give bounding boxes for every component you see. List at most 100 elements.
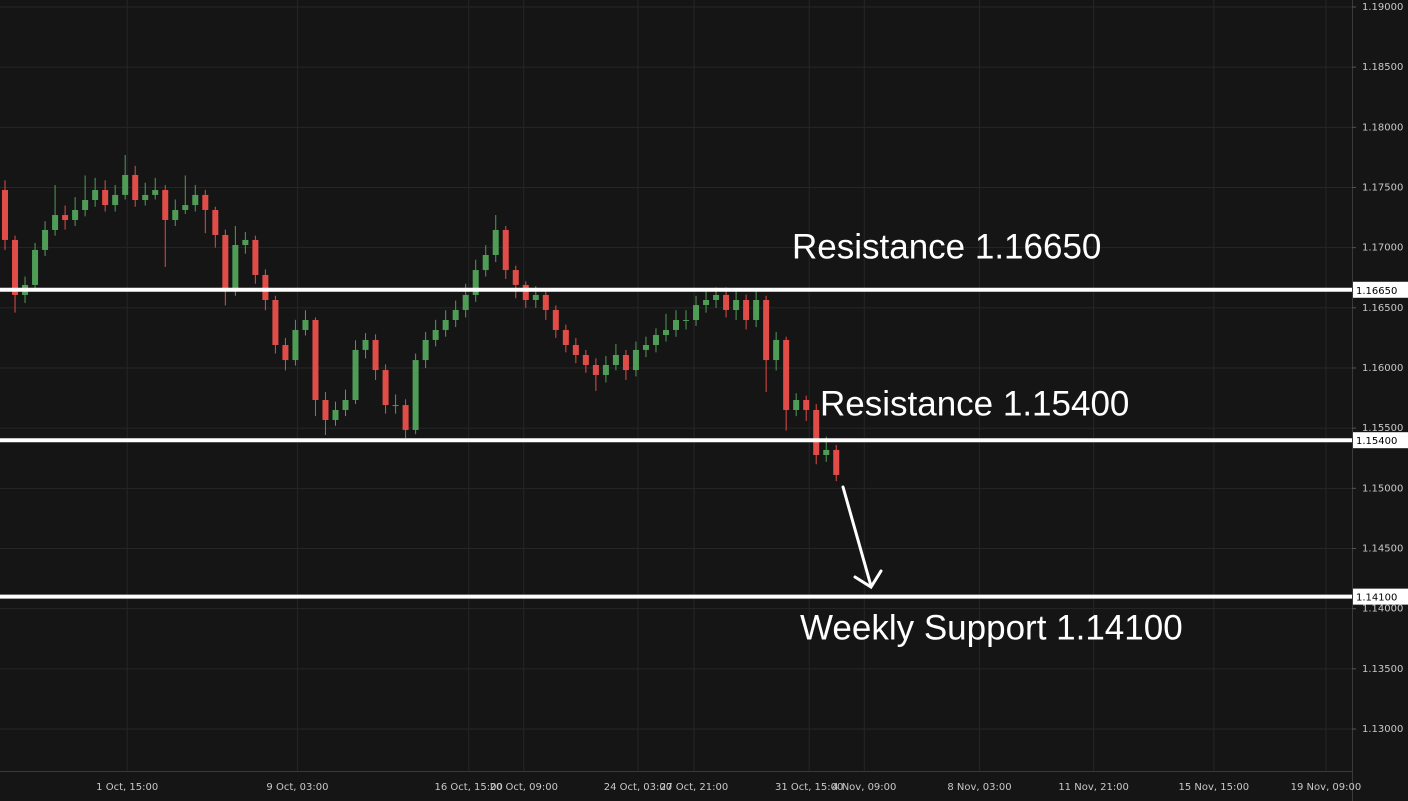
candle-body (662, 329, 669, 336)
x-tick-label: 15 Nov, 15:00 (1178, 782, 1249, 793)
candle-body (322, 400, 329, 420)
candle-body (172, 209, 179, 220)
candle-body (683, 319, 690, 321)
candle-body (342, 400, 349, 410)
candle-body (132, 174, 139, 201)
candle-body (763, 300, 770, 361)
candle-body (162, 190, 169, 220)
candle-body (803, 400, 810, 410)
candle-body (112, 194, 119, 206)
candle-body (192, 194, 199, 206)
candle-body (72, 209, 79, 220)
x-tick-label: 19 Nov, 09:00 (1291, 782, 1362, 793)
candle-body (392, 405, 399, 407)
candle-body (592, 364, 599, 375)
candle-body (733, 300, 740, 310)
candle-body (202, 194, 209, 210)
candle-body (282, 345, 289, 361)
candle-body (693, 305, 700, 320)
y-tick-label: 1.17500 (1362, 182, 1403, 193)
y-tick-label: 1.14500 (1362, 543, 1403, 554)
candle-body (753, 300, 760, 320)
candle-body (462, 294, 469, 310)
y-tick-label: 1.13500 (1362, 664, 1403, 675)
candle-body (362, 339, 369, 350)
candle-body (773, 339, 780, 361)
candle-body (632, 349, 639, 371)
candle-body (92, 190, 99, 201)
candle-body (62, 215, 69, 220)
candle-body (542, 294, 549, 310)
candle-body (552, 309, 559, 330)
x-tick-label: 11 Nov, 21:00 (1058, 782, 1129, 793)
candle-body (292, 329, 299, 361)
candle-body (422, 339, 429, 361)
y-tick-label: 1.14000 (1362, 604, 1403, 615)
candle-body (242, 239, 249, 246)
candle-body (442, 319, 449, 330)
candle-body (262, 274, 269, 301)
candle-body (382, 370, 389, 406)
candle-body (582, 354, 589, 365)
candle-body (502, 229, 509, 271)
candle-body (142, 194, 149, 201)
candle-body (522, 284, 529, 301)
annotation: Weekly Support 1.14100 (800, 608, 1183, 647)
candle-body (793, 400, 800, 410)
candle-body (783, 339, 790, 410)
annotation: Resistance 1.16650 (792, 227, 1101, 266)
candle-body (352, 349, 359, 401)
candle-body (372, 339, 379, 371)
candle-body (622, 354, 629, 371)
candle-body (82, 200, 89, 210)
candle-body (232, 245, 239, 291)
candle-body (212, 209, 219, 236)
candle-body (12, 239, 19, 295)
candle-body (612, 354, 619, 365)
candle-body (2, 190, 9, 240)
candle-body (482, 254, 489, 271)
candle-body (532, 294, 539, 301)
candle-body (472, 270, 479, 295)
candle-body (672, 319, 680, 330)
level-label: 1.16650 (1356, 286, 1397, 297)
y-tick-label: 1.17000 (1362, 243, 1403, 254)
candle-body (452, 309, 459, 320)
candle-body (122, 174, 129, 195)
x-tick-label: 20 Oct, 09:00 (490, 782, 558, 793)
candle-body (302, 319, 309, 330)
candle-body (602, 364, 609, 375)
candle-body (713, 294, 720, 301)
y-tick-label: 1.13000 (1362, 724, 1403, 735)
candle-body (703, 300, 710, 306)
candle-body (252, 239, 259, 275)
candle-body (412, 360, 419, 430)
candle-body (152, 190, 159, 195)
y-tick-label: 1.19000 (1362, 2, 1403, 13)
axes: 1.13000 1.13500 1.14000 1.14500 1.15000 1.155… (96, 2, 1403, 793)
x-tick-label: 8 Nov, 03:00 (947, 782, 1011, 793)
candle-body (32, 249, 39, 285)
candle-body (272, 300, 279, 346)
candle-body (743, 300, 750, 320)
grid (0, 0, 1352, 771)
candle-body (562, 329, 569, 346)
x-tick-label: 31 Oct, 15:00 (775, 782, 843, 793)
candle-body (432, 329, 439, 340)
candle-body (102, 190, 109, 206)
y-tick-label: 1.18000 (1362, 122, 1403, 133)
candle-body (652, 335, 659, 346)
x-tick-label: 24 Oct, 03:00 (604, 782, 672, 793)
annotation: Resistance 1.15400 (820, 384, 1129, 423)
x-tick-label: 27 Oct, 21:00 (660, 782, 728, 793)
y-tick-label: 1.15500 (1362, 423, 1403, 434)
level-tag (1353, 432, 1408, 449)
x-tick-label: 9 Oct, 03:00 (266, 782, 328, 793)
x-tick-label: 1 Oct, 15:00 (96, 782, 158, 793)
candle-body (572, 345, 579, 355)
candle-body (312, 319, 319, 401)
candles (2, 154, 840, 482)
y-tick-label: 1.15000 (1362, 483, 1403, 494)
